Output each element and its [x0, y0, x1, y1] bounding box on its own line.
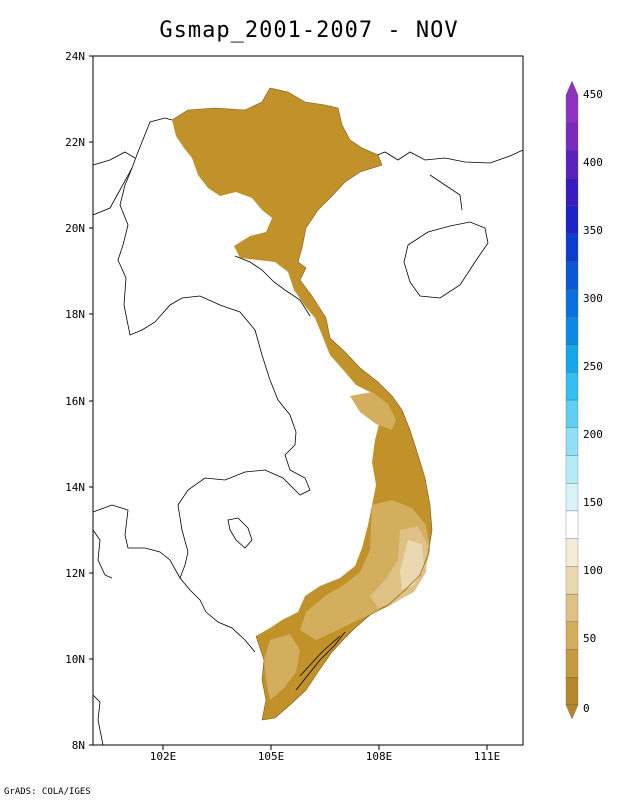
colorbar-segment	[565, 233, 579, 262]
colorbar-label-150: 150	[583, 496, 603, 509]
colorbar-segment	[565, 483, 579, 512]
colorbar-label-300: 300	[583, 292, 603, 305]
colorbar-segment	[565, 288, 579, 317]
colorbar-segment	[565, 178, 579, 207]
lon-label-111e: 111E	[474, 750, 501, 763]
colorbar-segment	[565, 399, 579, 428]
lat-label-22n: 22N	[65, 136, 85, 149]
colorbar-segment	[565, 372, 579, 401]
colorbar-label-0: 0	[583, 702, 590, 715]
lat-label-8n: 8N	[72, 739, 85, 752]
colorbar-segment	[565, 510, 579, 539]
colorbar-label-350: 350	[583, 224, 603, 237]
colorbar-segment	[565, 427, 579, 456]
colorbar-label-200: 200	[583, 428, 603, 441]
coastline-outlines	[92, 117, 524, 746]
lon-label-102e: 102E	[150, 750, 177, 763]
grads-credit: GrADS: COLA/IGES	[4, 787, 91, 797]
colorbar-segment	[565, 94, 579, 123]
lat-label-20n: 20N	[65, 222, 85, 235]
lat-label-12n: 12N	[65, 567, 85, 580]
colorbar-min-arrow	[565, 704, 579, 720]
lat-label-18n: 18N	[65, 308, 85, 321]
colorbar-label-250: 250	[583, 360, 603, 373]
colorbar-label-450: 450	[583, 88, 603, 101]
colorbar-segment	[565, 621, 579, 650]
colorbar-segment	[565, 566, 579, 595]
colorbar-label-100: 100	[583, 564, 603, 577]
colorbar-segment	[565, 261, 579, 290]
lat-axis: 24N 22N 20N 18N 16N 14N 12N 10N 8N	[65, 50, 93, 752]
lat-label-10n: 10N	[65, 653, 85, 666]
colorbar-segment	[565, 344, 579, 373]
colorbar-segment	[565, 205, 579, 234]
colorbar-segment	[565, 593, 579, 622]
colorbar-labels: 450 400 350 300 250 200 150 100 50 0	[583, 88, 603, 715]
colorbar-segment	[565, 150, 579, 179]
lat-label-16n: 16N	[65, 395, 85, 408]
colorbar-segment	[565, 649, 579, 678]
colorbar-label-400: 400	[583, 156, 603, 169]
colorbar-max-arrow	[565, 80, 579, 96]
lon-axis: 102E 105E 108E 111E	[150, 745, 501, 763]
lat-label-14n: 14N	[65, 481, 85, 494]
colorbar-segment	[565, 455, 579, 484]
colorbar-segment	[565, 122, 579, 151]
lat-label-24n: 24N	[65, 50, 85, 63]
colorbar-segment	[565, 677, 579, 706]
lon-label-108e: 108E	[366, 750, 393, 763]
map-title: Gsmap_2001-2007 - NOV	[159, 18, 459, 43]
colorbar-label-50: 50	[583, 632, 596, 645]
colorbar	[565, 80, 579, 720]
vietnam-precip-area	[171, 87, 433, 721]
lon-label-105e: 105E	[258, 750, 285, 763]
colorbar-segment	[565, 316, 579, 345]
colorbar-segment	[565, 538, 579, 567]
